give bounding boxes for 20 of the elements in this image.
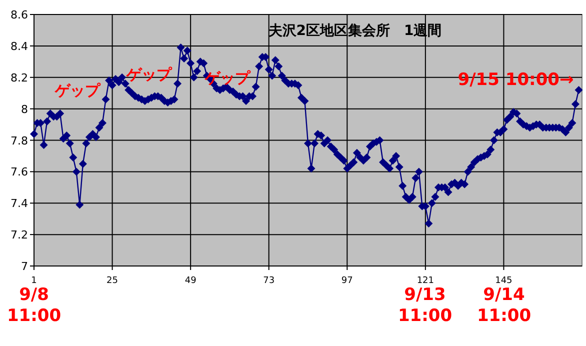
x-tick-label: 49: [184, 276, 197, 286]
y-tick-label: 7: [21, 260, 28, 273]
y-tick-label: 7.2: [10, 228, 28, 242]
y-tick-label: 7.8: [10, 134, 28, 148]
x-tick-label: 1: [31, 276, 37, 286]
x-tick-label: 121: [416, 276, 434, 286]
text: 9/14 11:00: [476, 285, 532, 326]
text: 9/13 11:00: [398, 285, 452, 326]
y-tick-label: 7.6: [10, 166, 28, 179]
y-tick-label: 8.2: [10, 71, 28, 84]
y-tick-label: 8.4: [10, 40, 28, 53]
annotation: ゲップ: [54, 81, 101, 100]
x-tick-label: 25: [106, 276, 118, 286]
y-tick-label: 8: [21, 102, 28, 116]
x-tick-label: 145: [495, 276, 512, 286]
text: 9/8 11:00: [6, 285, 62, 326]
y-tick-label: 8.6: [10, 8, 28, 22]
x-tick-label: 73: [263, 276, 275, 286]
x-tick-label: 97: [341, 276, 353, 286]
y-tick-label: 7.4: [10, 197, 28, 210]
